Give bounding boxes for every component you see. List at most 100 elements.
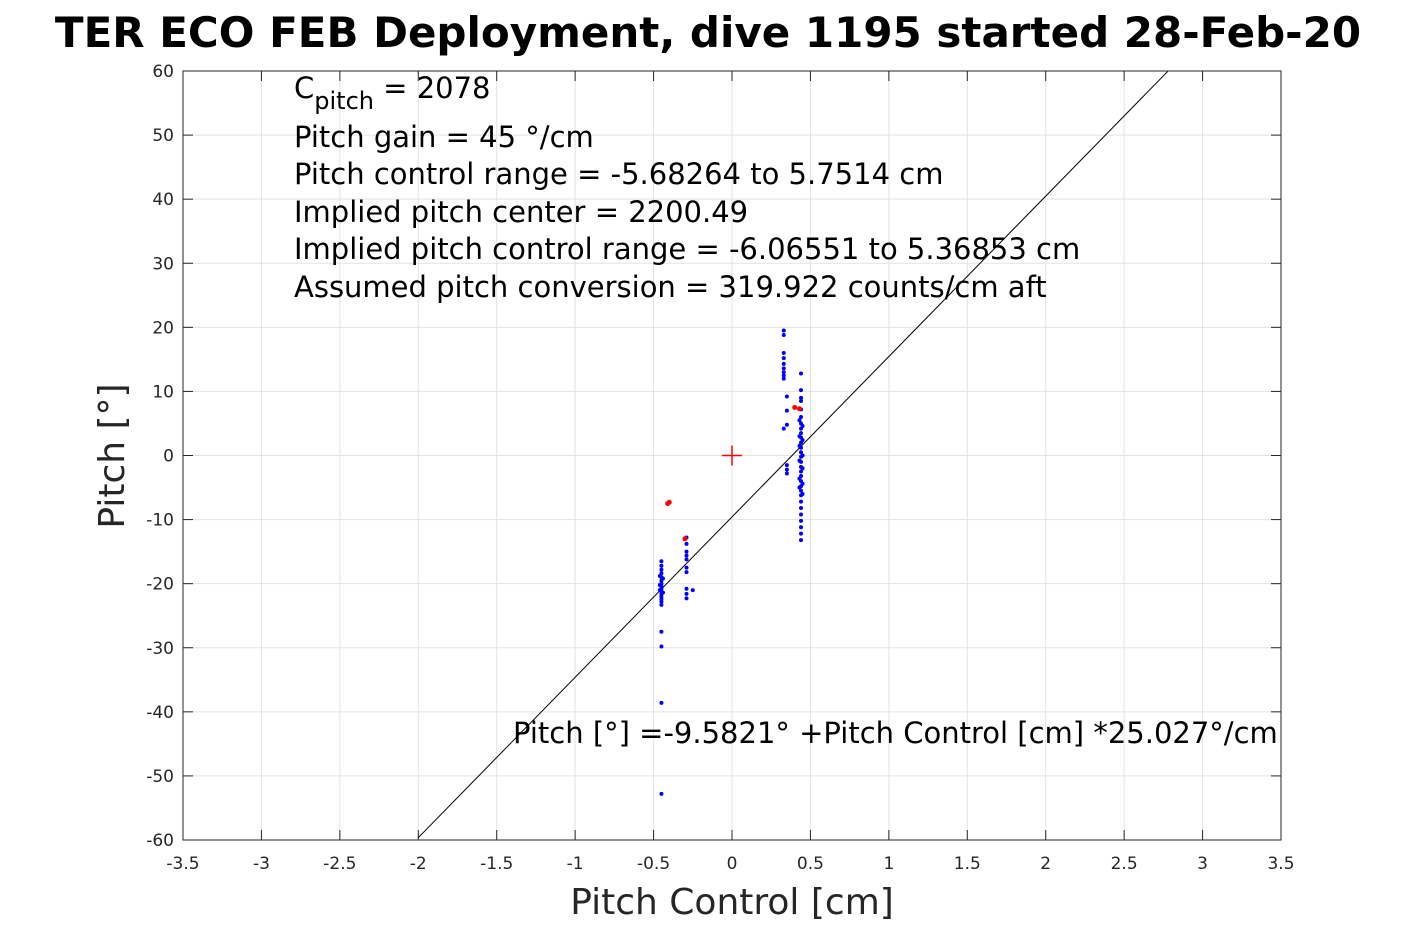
y-tick-label: 40 — [152, 190, 174, 210]
data-point — [800, 481, 805, 486]
data-point — [781, 366, 786, 371]
c-pitch-symbol: C — [294, 71, 314, 105]
data-point — [657, 588, 662, 593]
data-point — [784, 422, 789, 427]
data-point — [781, 328, 786, 333]
data-point — [684, 596, 689, 601]
y-tick-label: 0 — [163, 447, 174, 467]
data-point — [800, 424, 805, 429]
pitch-control-range-annotation: Pitch control range = -5.68264 to 5.7514… — [294, 157, 943, 191]
data-point — [800, 438, 805, 443]
implied-pitch-control-range-annotation: Implied pitch control range = -6.06551 t… — [294, 232, 1080, 266]
data-point — [690, 588, 695, 593]
data-point — [797, 418, 802, 423]
data-point — [799, 450, 804, 455]
data-point — [799, 488, 804, 493]
data-point — [784, 408, 789, 413]
fit-equation-annotation: Pitch [°] =-9.5821° +Pitch Control [cm] … — [513, 716, 1278, 750]
x-tick-label: 1 — [883, 854, 894, 874]
excluded-data-point — [665, 501, 671, 507]
excluded-data-point — [796, 406, 802, 412]
c-pitch-subscript: pitch — [314, 87, 374, 115]
x-tick-label: 0 — [727, 854, 738, 874]
data-point — [799, 469, 804, 474]
y-tick-label: -10 — [146, 511, 174, 531]
data-point — [800, 466, 805, 471]
y-tick-label: -50 — [146, 767, 174, 787]
c-pitch-value: = 2078 — [374, 71, 491, 105]
y-tick-label: 20 — [152, 318, 174, 338]
fit-line — [417, 70, 1169, 839]
data-point — [781, 356, 786, 361]
data-point — [781, 373, 786, 378]
data-point — [659, 567, 664, 572]
data-point — [684, 586, 689, 591]
excluded-data-point — [682, 536, 688, 542]
x-tick-label: 2 — [1040, 854, 1051, 874]
y-tick-label: 50 — [152, 126, 174, 146]
data-point — [660, 590, 665, 595]
data-point — [797, 485, 802, 490]
y-axis-label: Pitch [°] — [92, 383, 133, 528]
data-point — [797, 476, 802, 481]
data-point — [799, 395, 804, 400]
x-tick-labels: -3.5 -3 -2.5 -2 -1.5 -1 -0.5 0 0.5 1 1.5 2 2.5 3 3.5 — [166, 854, 1294, 874]
y-tick-label: 30 — [152, 254, 174, 274]
data-point — [684, 541, 689, 546]
data-point — [799, 431, 804, 436]
data-point — [657, 582, 662, 587]
data-point — [684, 591, 689, 596]
data-point — [799, 518, 804, 523]
data-point — [799, 506, 804, 511]
data-points — [657, 328, 805, 796]
y-tick-label: -30 — [146, 639, 174, 659]
data-point — [684, 557, 689, 562]
x-tick-label: 3.5 — [1267, 854, 1294, 874]
chart-title: TER ECO FEB Deployment, dive 1195 starte… — [55, 8, 1361, 57]
x-tick-label: -3 — [253, 854, 270, 874]
data-point — [799, 388, 804, 393]
x-tick-label: -1.5 — [480, 854, 513, 874]
y-tick-label: -20 — [146, 575, 174, 595]
data-point — [800, 491, 805, 496]
data-point — [659, 563, 664, 568]
y-tick-label: -40 — [146, 703, 174, 723]
x-tick-label: 1.5 — [954, 854, 981, 874]
data-point — [659, 700, 664, 705]
data-point — [781, 350, 786, 355]
data-point — [659, 602, 664, 607]
x-tick-label: 2.5 — [1111, 854, 1138, 874]
y-tick-label: -60 — [146, 831, 174, 851]
y-tick-label: 60 — [152, 62, 174, 82]
assumed-pitch-conversion-annotation: Assumed pitch conversion = 319.922 count… — [294, 270, 1047, 304]
y-tick-label: 10 — [152, 382, 174, 402]
data-point — [799, 525, 804, 530]
data-point — [781, 426, 786, 431]
data-point — [784, 463, 789, 468]
data-point — [657, 573, 662, 578]
data-point — [799, 399, 804, 404]
center-marker-layer — [722, 445, 742, 466]
data-point — [797, 434, 802, 439]
data-point — [784, 471, 789, 476]
x-tick-label: -2 — [410, 854, 427, 874]
data-point — [797, 443, 802, 448]
x-tick-label: -2.5 — [323, 854, 356, 874]
data-point — [800, 453, 805, 458]
implied-pitch-center-annotation: Implied pitch center = 2200.49 — [294, 195, 748, 229]
y-tick-labels: -60 -50 -40 -30 -20 -10 0 10 20 30 40 50 60 — [146, 62, 174, 851]
x-tick-label: -3.5 — [166, 854, 199, 874]
data-point — [659, 559, 664, 564]
x-axis-label: Pitch Control [cm] — [570, 882, 894, 923]
excluded-data-point — [792, 404, 798, 410]
data-point — [799, 415, 804, 420]
data-point — [797, 458, 802, 463]
data-point — [799, 371, 804, 376]
x-tick-label: -1 — [567, 854, 584, 874]
data-point — [684, 553, 689, 558]
data-point — [784, 394, 789, 399]
data-point — [659, 644, 664, 649]
fit-line-layer — [417, 70, 1169, 839]
data-point — [659, 791, 664, 796]
